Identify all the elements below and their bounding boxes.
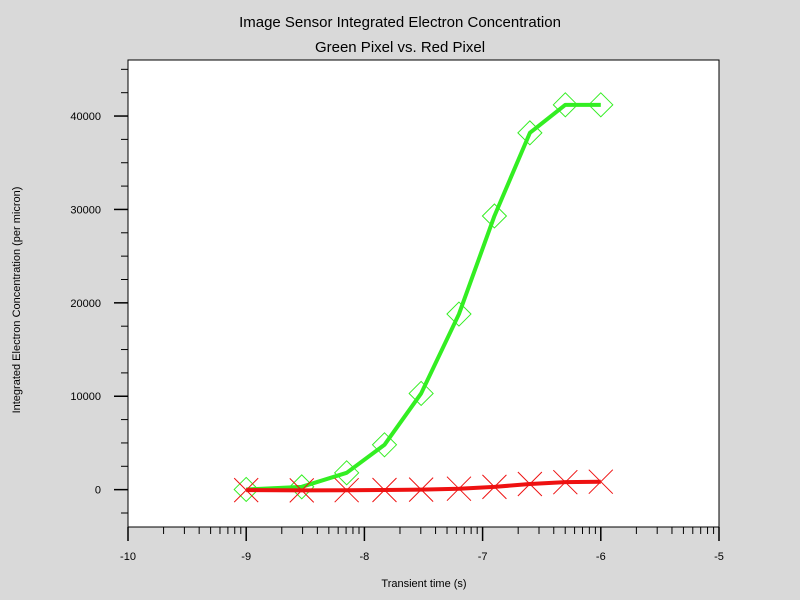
y-tick-label: 30000 [70,204,101,216]
series-2-point [446,476,472,502]
series-1-point [517,120,543,146]
x-tick-label: -6 [596,551,606,563]
series-2-line [246,479,601,493]
series-2-point [552,469,578,495]
chart-subtitle: Green Pixel vs. Red Pixel [315,39,485,56]
y-axis: 0 10000 20000 30000 40000 [70,68,128,514]
chart-title: Image Sensor Integrated Electron Concent… [239,14,561,31]
series-1-point [371,432,398,458]
series-2-point [233,477,259,503]
series-1-line [246,102,601,492]
series-2-point [289,478,315,503]
series-1-point [233,476,259,503]
plot-area [127,59,720,528]
y-tick-label: 40000 [70,111,101,123]
series-2-point [408,477,434,502]
series-layer [233,92,614,503]
series-1-point [408,380,434,407]
x-tick-label: -7 [478,551,488,563]
x-tick-label: -5 [714,551,724,563]
y-tick-label: 10000 [70,391,101,403]
y-tick-label: 0 [95,485,101,497]
x-tick-label: -10 [120,551,136,563]
x-axis: -10 -9 -8 -7 -6 -5 [120,527,724,563]
series-2-point [588,469,614,495]
series-2-point [372,477,397,503]
y-axis-label: Integrated Electron Concentration (per m… [11,187,23,414]
series-1-point [481,203,508,229]
series-1-point [446,301,472,327]
x-tick-label: -9 [241,551,251,563]
series-2-point [482,474,507,500]
y-tick-label: 20000 [70,298,101,310]
x-tick-label: -8 [360,551,370,563]
series-1-point [333,460,360,486]
series-2-point [517,471,543,497]
series-2-point [334,477,360,503]
series-1-point [588,92,614,118]
series-1-point [552,92,579,118]
x-axis-label: Transient time (s) [381,578,466,590]
